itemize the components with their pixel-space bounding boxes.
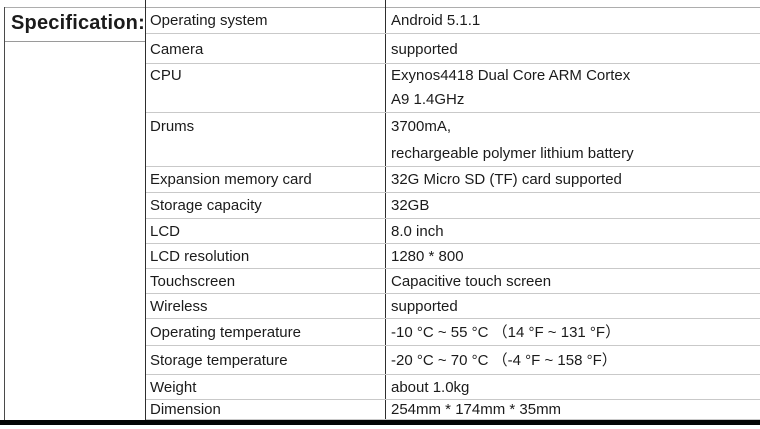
column-divider-1 [145, 0, 146, 420]
table-row: Drums 3700mA, rechargeable polymer lithi… [146, 113, 760, 167]
column-divider-2 [385, 0, 386, 420]
table-row: Expansion memory card 32G Micro SD (TF) … [146, 167, 760, 193]
row-name-cell: Touchscreen [150, 273, 236, 290]
row-value-cell: supported [391, 41, 458, 58]
row-value-cell: 254mm * 174mm * 35mm [391, 401, 562, 418]
spec-header-cell: Specification: [5, 8, 145, 42]
table-row: LCD resolution 1280 * 800 [146, 244, 760, 269]
row-value-cell: Capacitive touch screen [391, 273, 552, 290]
table-row: Operating temperature -10 °C ~ 55 °C （14… [146, 319, 760, 346]
row-name-cell: Expansion memory card [150, 171, 312, 188]
row-name-cell: Wireless [150, 298, 208, 315]
row-name-cell: LCD [150, 223, 181, 240]
row-value-cell: 32GB [391, 197, 430, 214]
row-name-cell: Drums [150, 118, 195, 135]
row-name-cell: Operating system [150, 12, 268, 29]
table-row: Camera supported [146, 34, 760, 64]
table-top-border [4, 7, 760, 8]
row-value-cell: -20 °C ~ 70 °C （-4 °F ~ 158 °F） [391, 352, 617, 369]
table-left-border [4, 7, 5, 420]
row-name-cell: Weight [150, 379, 197, 396]
table-row: LCD 8.0 inch [146, 219, 760, 244]
row-name-cell: Operating temperature [150, 324, 301, 341]
table-bottom-border [0, 420, 760, 425]
row-name-cell: LCD resolution [150, 248, 250, 265]
table-row: Wireless supported [146, 294, 760, 319]
table-row: Storage capacity 32GB [146, 193, 760, 219]
table-row: Storage temperature -20 °C ~ 70 °C （-4 °… [146, 346, 760, 375]
table-row: Touchscreen Capacitive touch screen [146, 269, 760, 294]
row-value-cell: about 1.0kg [391, 379, 470, 396]
row-value-cell: supported [391, 298, 458, 315]
row-value-cell: 3700mA, rechargeable polymer lithium bat… [391, 118, 634, 162]
table-row: Weight about 1.0kg [146, 375, 760, 400]
row-value-cell: 1280 * 800 [391, 248, 464, 265]
row-name-cell: Camera [150, 41, 204, 58]
row-value-cell: 8.0 inch [391, 223, 444, 240]
row-value-cell: -10 °C ~ 55 °C （14 °F ~ 131 °F） [391, 324, 621, 341]
row-name-cell: Storage temperature [150, 352, 288, 369]
row-value-cell: Exynos4418 Dual Core ARM Cortex A9 1.4GH… [391, 67, 631, 108]
table-row: CPU Exynos4418 Dual Core ARM Cortex A9 1… [146, 64, 760, 113]
spec-rows: Operating system Android 5.1.1 Camera su… [146, 8, 760, 420]
table-row: Dimension 254mm * 174mm * 35mm [146, 400, 760, 420]
row-value-cell: 32G Micro SD (TF) card supported [391, 171, 622, 188]
row-name-cell: CPU [150, 67, 182, 84]
row-name-cell: Dimension [150, 401, 221, 418]
row-value-cell: Android 5.1.1 [391, 12, 481, 29]
row-name-cell: Storage capacity [150, 197, 262, 214]
table-row: Operating system Android 5.1.1 [146, 8, 760, 34]
spec-header-label: Specification: [11, 12, 145, 34]
